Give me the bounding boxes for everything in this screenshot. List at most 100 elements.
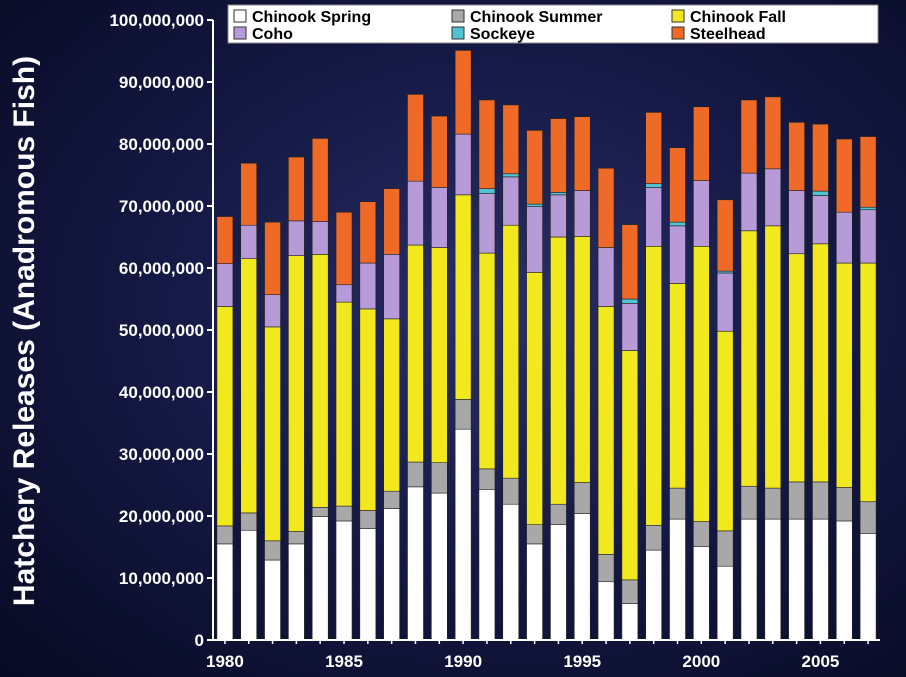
bar-chinook-spring-1988 bbox=[407, 486, 424, 641]
bar-chinook-fall-1998 bbox=[645, 246, 663, 526]
bar-sockeye-1993 bbox=[526, 203, 543, 207]
bar-sockeye-2005 bbox=[812, 190, 829, 196]
bar-chinook-fall-2002 bbox=[740, 230, 758, 487]
bar-chinook-summer-1984 bbox=[311, 507, 329, 517]
bar-steelhead-1983 bbox=[288, 156, 305, 222]
bar-chinook-summer-1989 bbox=[430, 462, 448, 494]
bar-coho-1981 bbox=[240, 224, 258, 260]
legend-swatch-coho bbox=[233, 26, 247, 40]
bar-chinook-spring-1996 bbox=[597, 581, 615, 641]
bar-coho-1994 bbox=[550, 194, 567, 238]
bar-chinook-spring-1990 bbox=[454, 428, 472, 641]
bar-chinook-spring-1989 bbox=[430, 492, 448, 641]
bar-chinook-summer-1990 bbox=[454, 399, 472, 430]
y-tick-label: 80,000,000 bbox=[119, 135, 204, 154]
bar-coho-1996 bbox=[597, 247, 615, 307]
bar-chinook-spring-2003 bbox=[764, 518, 782, 641]
bar-chinook-spring-1993 bbox=[526, 543, 543, 641]
bar-coho-1988 bbox=[407, 180, 424, 246]
bar-chinook-summer-2005 bbox=[812, 481, 829, 520]
y-tick-label: 0 bbox=[195, 631, 204, 650]
bar-steelhead-1985 bbox=[335, 211, 353, 286]
bar-chinook-fall-2004 bbox=[788, 253, 805, 483]
y-tick-label: 70,000,000 bbox=[119, 197, 204, 216]
bar-chinook-summer-1981 bbox=[240, 512, 258, 531]
bar-chinook-summer-1994 bbox=[550, 503, 567, 525]
bar-chinook-spring-1983 bbox=[288, 543, 305, 641]
bar-coho-1980 bbox=[216, 263, 234, 307]
bar-chinook-spring-2001 bbox=[716, 565, 734, 641]
bar-chinook-fall-2001 bbox=[716, 330, 734, 532]
legend-box bbox=[227, 4, 879, 44]
bar-chinook-spring-1998 bbox=[645, 549, 663, 641]
x-tick-labels: 1980 1985 1990 1995 2000 2005 bbox=[206, 640, 869, 671]
bar-chinook-fall-1980 bbox=[216, 306, 234, 527]
bar-sockeye-1998 bbox=[645, 183, 663, 188]
bar-steelhead-1981 bbox=[240, 162, 258, 226]
bar-coho-1990 bbox=[454, 133, 472, 196]
bar-coho-1983 bbox=[288, 220, 305, 256]
bar-steelhead-2000 bbox=[693, 106, 710, 181]
bar-steelhead-2001 bbox=[716, 199, 734, 272]
bar-chinook-fall-1983 bbox=[288, 255, 305, 532]
bar-sockeye-1994 bbox=[550, 192, 567, 196]
bars-group bbox=[216, 50, 877, 641]
bar-chinook-spring-1982 bbox=[264, 559, 281, 641]
y-tick-label: 100,000,000 bbox=[109, 11, 204, 30]
bar-sockeye-1999 bbox=[669, 221, 686, 227]
bar-chinook-fall-1985 bbox=[335, 301, 353, 507]
bar-coho-2003 bbox=[764, 168, 782, 227]
bar-chinook-summer-1998 bbox=[645, 524, 663, 551]
bar-coho-2004 bbox=[788, 190, 805, 255]
bar-chinook-summer-1985 bbox=[335, 505, 353, 522]
x-tick-label-1995: 1995 bbox=[563, 652, 601, 671]
bar-steelhead-2007 bbox=[859, 136, 877, 208]
legend-label-chinook-spring: Chinook Spring bbox=[252, 9, 371, 26]
bar-coho-1998 bbox=[645, 187, 663, 247]
legend-swatch-sockeye bbox=[451, 26, 465, 40]
bar-steelhead-1984 bbox=[311, 138, 329, 222]
bar-chinook-fall-1992 bbox=[502, 224, 520, 479]
bar-coho-1995 bbox=[573, 190, 591, 237]
bar-chinook-fall-1987 bbox=[383, 318, 400, 492]
x-tick-label-2000: 2000 bbox=[682, 652, 720, 671]
bar-chinook-summer-1991 bbox=[478, 468, 496, 490]
bar-chinook-spring-1991 bbox=[478, 489, 496, 641]
bar-chinook-summer-1988 bbox=[407, 461, 424, 488]
bar-steelhead-1986 bbox=[359, 201, 377, 264]
legend-swatch-chinook-spring bbox=[233, 9, 247, 23]
bar-sockeye-2007 bbox=[859, 206, 877, 211]
bar-chinook-summer-1993 bbox=[526, 524, 543, 545]
bar-chinook-fall-1982 bbox=[264, 326, 281, 542]
bar-chinook-summer-2004 bbox=[788, 481, 805, 520]
bar-chinook-fall-1996 bbox=[597, 306, 615, 555]
bar-coho-2005 bbox=[812, 195, 829, 245]
bar-chinook-fall-2005 bbox=[812, 243, 829, 483]
bar-steelhead-1990 bbox=[454, 50, 472, 135]
bar-chinook-fall-1991 bbox=[478, 252, 496, 470]
bar-chinook-fall-2000 bbox=[693, 246, 710, 522]
y-tick-label: 30,000,000 bbox=[119, 445, 204, 464]
bar-steelhead-1997 bbox=[621, 224, 639, 300]
legend-swatch-steelhead bbox=[671, 26, 685, 40]
bar-coho-1993 bbox=[526, 206, 543, 273]
bar-coho-2002 bbox=[740, 172, 758, 232]
bar-chinook-summer-1982 bbox=[264, 540, 281, 561]
y-tick-label: 50,000,000 bbox=[119, 321, 204, 340]
bar-coho-2006 bbox=[835, 211, 853, 264]
bar-chinook-fall-2006 bbox=[835, 262, 853, 488]
bar-chinook-fall-1994 bbox=[550, 236, 567, 505]
x-tick-label-2005: 2005 bbox=[802, 652, 840, 671]
bar-chinook-summer-1999 bbox=[669, 487, 686, 520]
bar-chinook-spring-2002 bbox=[740, 518, 758, 641]
bar-steelhead-1989 bbox=[430, 115, 448, 188]
bar-chinook-spring-1986 bbox=[359, 528, 377, 641]
x-tick-label-1985: 1985 bbox=[325, 652, 363, 671]
legend-label-steelhead: Steelhead bbox=[690, 26, 766, 43]
bar-coho-1992 bbox=[502, 176, 520, 226]
bar-chinook-summer-2001 bbox=[716, 530, 734, 567]
bar-steelhead-2004 bbox=[788, 122, 805, 191]
bar-chinook-fall-1984 bbox=[311, 254, 329, 508]
bar-steelhead-1987 bbox=[383, 188, 400, 255]
